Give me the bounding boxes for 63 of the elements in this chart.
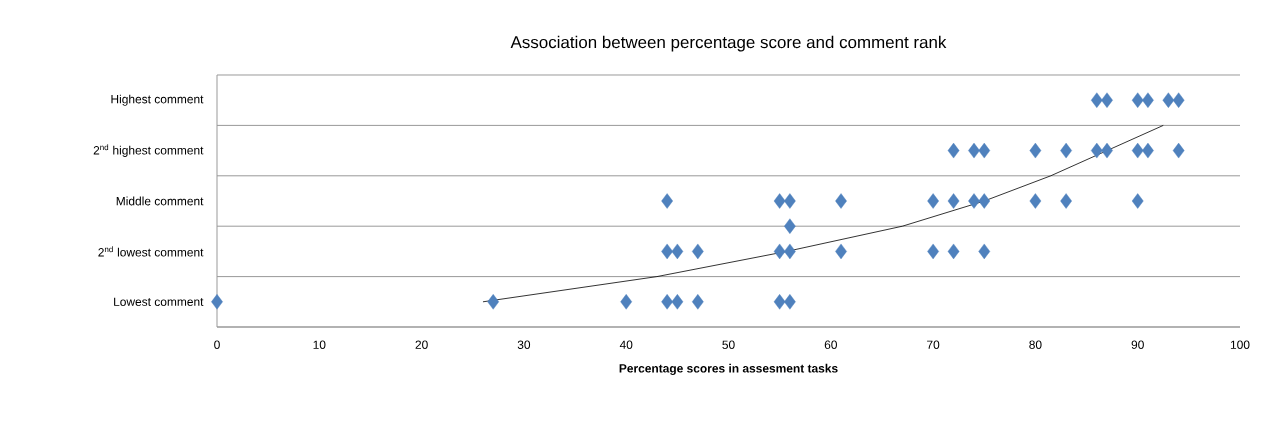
point bbox=[978, 193, 991, 209]
y-tick-label: Highest comment bbox=[111, 94, 204, 106]
point bbox=[661, 294, 673, 310]
point bbox=[773, 193, 786, 209]
point bbox=[691, 243, 704, 260]
point bbox=[1090, 142, 1103, 159]
point bbox=[968, 142, 980, 159]
x-tick-label: 90 bbox=[1131, 340, 1144, 349]
point bbox=[1131, 142, 1144, 159]
y-tick-label: 2$^{nd}$ highest comment bbox=[93, 144, 204, 157]
point bbox=[927, 193, 939, 209]
point bbox=[1131, 92, 1144, 108]
point bbox=[1090, 92, 1103, 108]
point bbox=[773, 294, 786, 310]
y-tick-label: Lowest comment bbox=[114, 297, 204, 306]
point bbox=[784, 243, 796, 260]
point bbox=[1101, 142, 1113, 159]
x-tick-label: 80 bbox=[1029, 340, 1042, 349]
x-tick-label: 30 bbox=[517, 340, 531, 349]
point bbox=[947, 243, 960, 260]
y-tick-label: Middle comment bbox=[116, 196, 204, 206]
y-tick-label: 2$^{nd}$ lowest comment bbox=[98, 246, 204, 257]
x-tick-label: 50 bbox=[722, 340, 735, 349]
point bbox=[927, 243, 939, 260]
point bbox=[784, 193, 796, 209]
point bbox=[691, 294, 704, 310]
point bbox=[1101, 92, 1113, 108]
point bbox=[784, 218, 796, 234]
point bbox=[1060, 193, 1072, 209]
x-tick-label: 0 bbox=[214, 340, 220, 349]
point bbox=[1142, 142, 1154, 159]
point bbox=[487, 294, 500, 310]
point bbox=[211, 294, 223, 310]
point bbox=[671, 294, 684, 310]
point bbox=[1172, 92, 1185, 108]
x-tick-label: 20 bbox=[415, 340, 428, 349]
x-tick-label: 10 bbox=[313, 340, 326, 349]
point bbox=[1172, 142, 1185, 159]
point bbox=[1060, 142, 1072, 159]
chart-title: Association between percentage score and comment rank bbox=[510, 35, 947, 52]
point bbox=[661, 193, 673, 209]
point bbox=[835, 243, 847, 260]
point bbox=[1029, 193, 1042, 209]
point bbox=[671, 243, 684, 260]
point bbox=[1029, 142, 1042, 159]
x-axis-title: Percentage scores in assesment tasks bbox=[619, 363, 838, 376]
x-tick-label: 60 bbox=[824, 340, 837, 349]
point bbox=[773, 243, 786, 260]
point bbox=[620, 294, 633, 310]
point bbox=[947, 193, 960, 209]
point bbox=[1131, 193, 1144, 209]
point bbox=[947, 142, 960, 159]
point bbox=[978, 142, 991, 159]
point bbox=[1142, 92, 1154, 108]
point bbox=[968, 193, 980, 209]
point bbox=[1162, 92, 1175, 108]
point bbox=[835, 193, 847, 209]
x-tick-label: 40 bbox=[619, 340, 633, 349]
point bbox=[978, 243, 991, 260]
point bbox=[661, 243, 673, 260]
x-tick-label: 70 bbox=[927, 340, 940, 349]
point bbox=[784, 294, 796, 310]
x-tick-label: 100 bbox=[1230, 340, 1250, 349]
